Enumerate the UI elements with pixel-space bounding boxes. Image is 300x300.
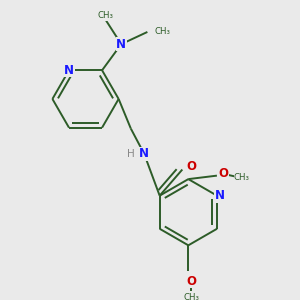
Text: N: N <box>215 189 225 202</box>
Text: CH₃: CH₃ <box>183 293 199 300</box>
Text: N: N <box>139 147 149 160</box>
Text: CH₃: CH₃ <box>98 11 114 20</box>
Text: H: H <box>127 149 135 159</box>
Text: N: N <box>116 38 126 51</box>
Text: CH₃: CH₃ <box>234 173 250 182</box>
Text: O: O <box>186 275 196 288</box>
Text: O: O <box>218 167 228 180</box>
Text: CH₃: CH₃ <box>154 28 170 37</box>
Text: N: N <box>64 64 74 77</box>
Text: O: O <box>186 160 196 172</box>
